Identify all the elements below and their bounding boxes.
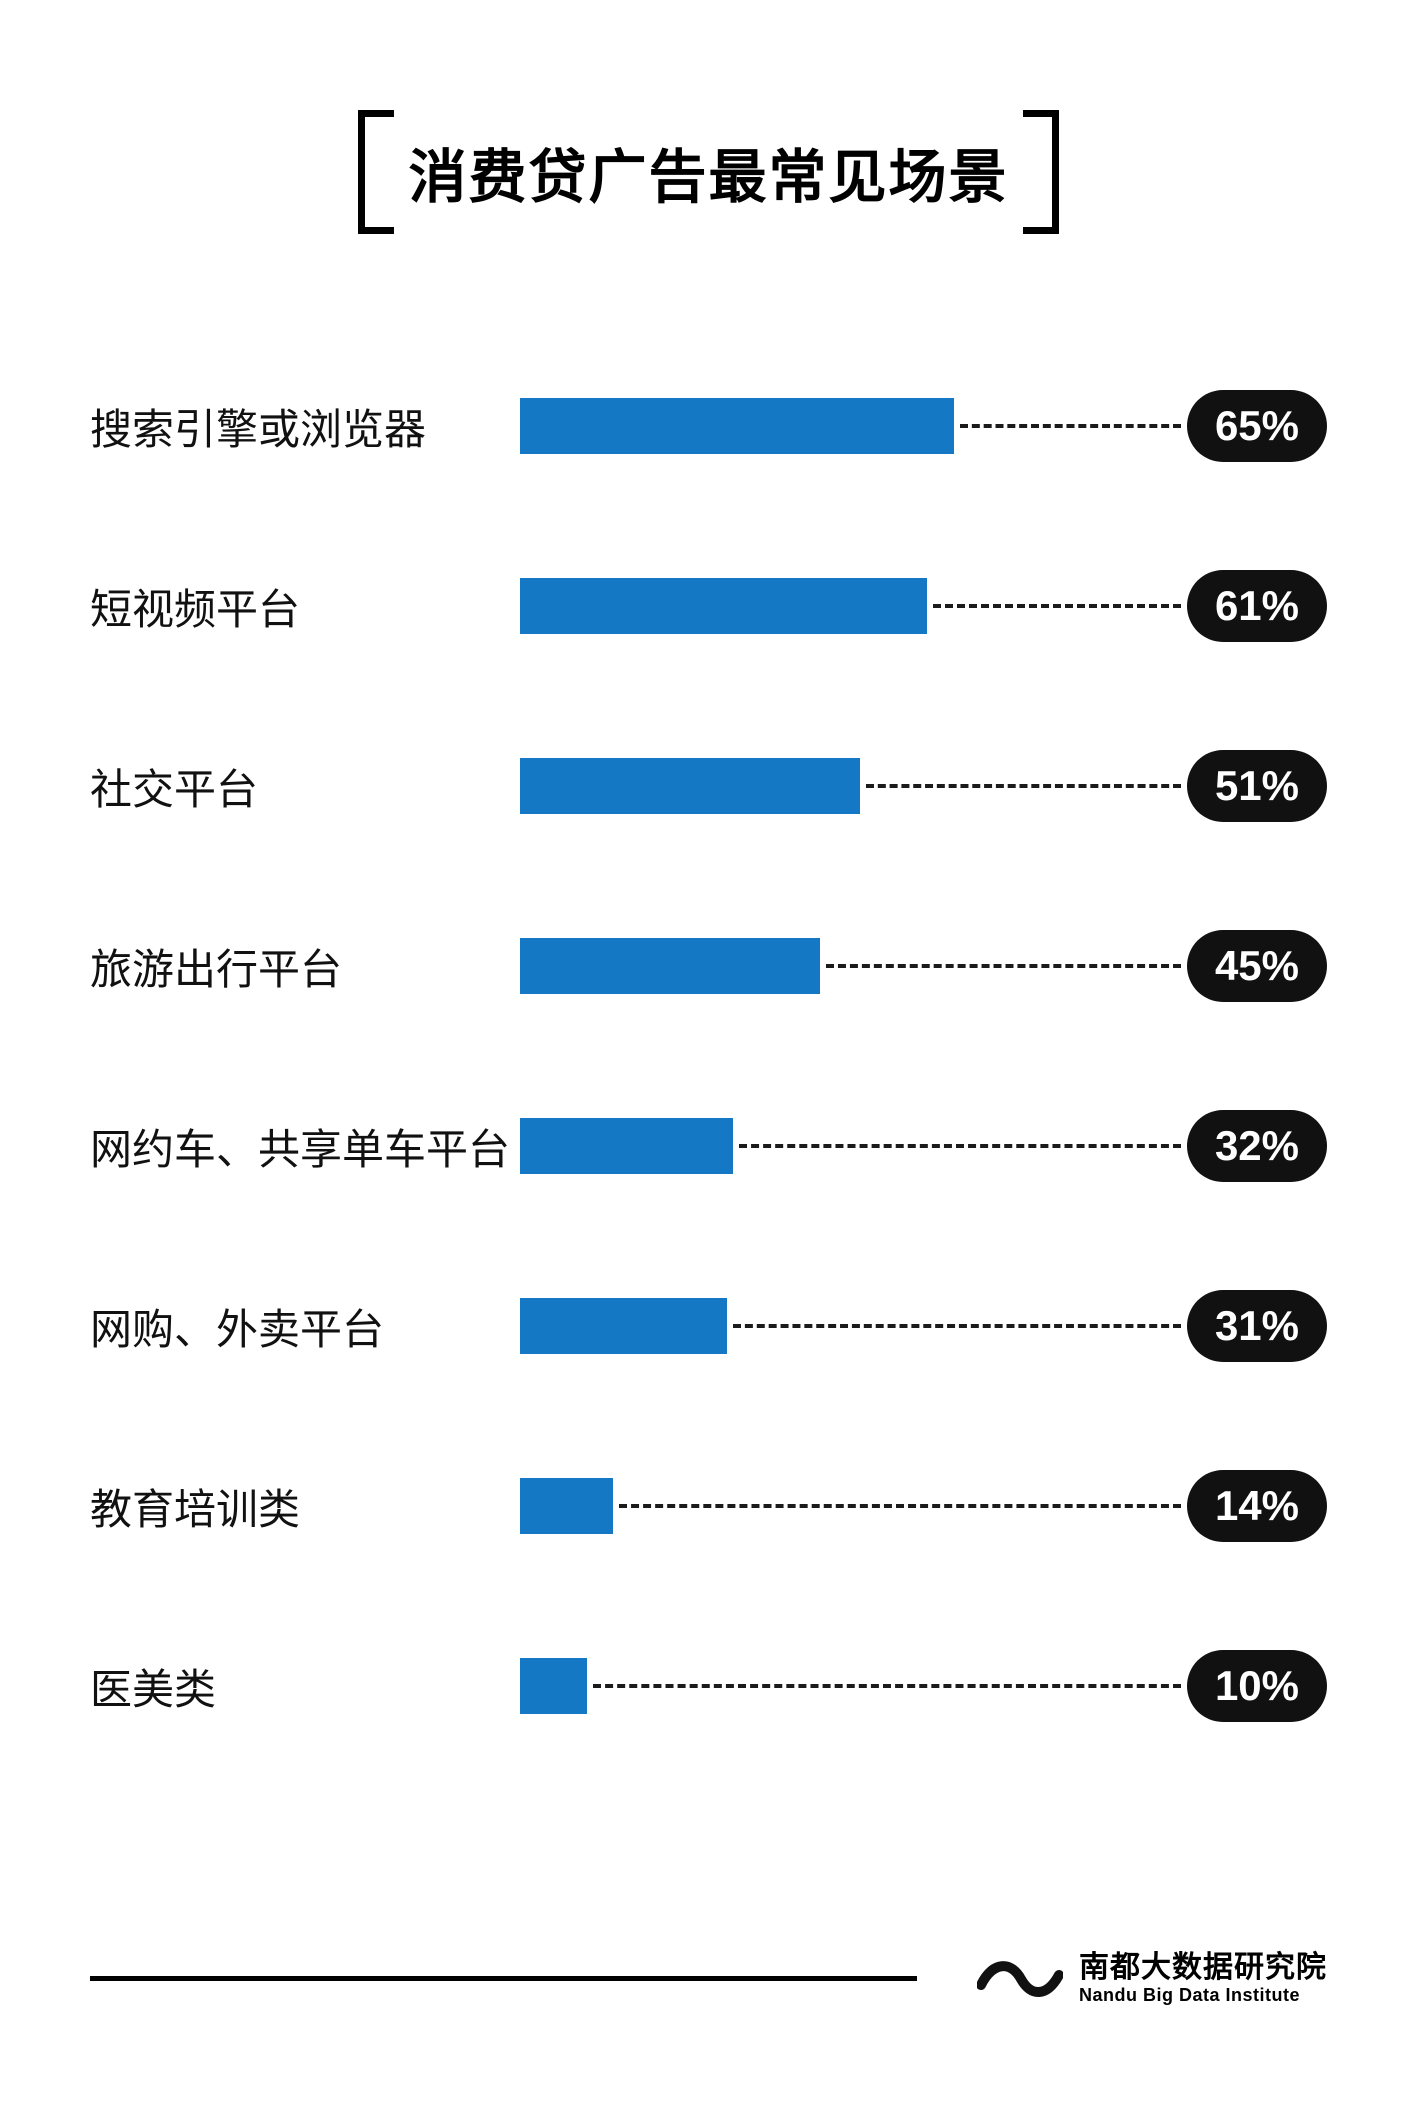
bracket-left-icon — [358, 110, 394, 234]
bar-fill — [520, 578, 927, 634]
bar-track — [520, 758, 1187, 814]
brand-name-cn: 南都大数据研究院 — [1079, 1951, 1327, 1986]
bar-track — [520, 398, 1187, 454]
bar-fill — [520, 758, 860, 814]
bar-value-pill: 51% — [1187, 750, 1327, 822]
bar-dash-line — [739, 1144, 1181, 1148]
bar-value-pill: 10% — [1187, 1650, 1327, 1722]
bar-track — [520, 938, 1187, 994]
bar-track — [520, 1118, 1187, 1174]
bar-fill — [520, 1658, 587, 1714]
bar-dash-line — [619, 1504, 1181, 1508]
bar-fill — [520, 1118, 733, 1174]
bar-row: 旅游出行平台45% — [90, 934, 1327, 998]
bar-track — [520, 1298, 1187, 1354]
bar-value-pill: 61% — [1187, 570, 1327, 642]
bar-label: 医美类 — [90, 1656, 520, 1717]
bar-row: 医美类10% — [90, 1654, 1327, 1718]
footer: 南都大数据研究院 Nandu Big Data Institute — [90, 1951, 1327, 2006]
bar-row: 网购、外卖平台31% — [90, 1294, 1327, 1358]
bar-label: 社交平台 — [90, 756, 520, 817]
bar-label: 旅游出行平台 — [90, 936, 520, 997]
footer-divider — [90, 1976, 917, 1981]
bracket-right-icon — [1023, 110, 1059, 234]
bar-track — [520, 578, 1187, 634]
bar-track — [520, 1658, 1187, 1714]
title-frame: 消费贷广告最常见场景 — [358, 110, 1058, 234]
bar-label: 网购、外卖平台 — [90, 1296, 520, 1357]
bar-value-pill: 31% — [1187, 1290, 1327, 1362]
bar-fill — [520, 398, 954, 454]
bar-row: 教育培训类14% — [90, 1474, 1327, 1538]
bar-row: 网约车、共享单车平台32% — [90, 1114, 1327, 1178]
bar-track — [520, 1478, 1187, 1534]
brand-wave-icon — [977, 1955, 1063, 2001]
bar-label: 短视频平台 — [90, 576, 520, 637]
chart-title: 消费贷广告最常见场景 — [408, 130, 1008, 214]
bar-dash-line — [933, 604, 1181, 608]
title-row: 消费贷广告最常见场景 — [90, 110, 1327, 234]
bar-value-pill: 65% — [1187, 390, 1327, 462]
bar-value-pill: 14% — [1187, 1470, 1327, 1542]
bar-dash-line — [960, 424, 1181, 428]
bar-label: 搜索引擎或浏览器 — [90, 396, 520, 457]
bar-label: 网约车、共享单车平台 — [90, 1116, 520, 1177]
bar-row: 短视频平台61% — [90, 574, 1327, 638]
bar-fill — [520, 938, 820, 994]
brand-name-en: Nandu Big Data Institute — [1079, 1985, 1327, 2006]
bar-dash-line — [593, 1684, 1181, 1688]
bar-chart: 搜索引擎或浏览器65%短视频平台61%社交平台51%旅游出行平台45%网约车、共… — [90, 394, 1327, 1718]
bar-dash-line — [826, 964, 1181, 968]
bar-row: 社交平台51% — [90, 754, 1327, 818]
footer-brand: 南都大数据研究院 Nandu Big Data Institute — [977, 1951, 1327, 2006]
bar-dash-line — [866, 784, 1181, 788]
bar-dash-line — [733, 1324, 1181, 1328]
bar-label: 教育培训类 — [90, 1476, 520, 1537]
bar-fill — [520, 1298, 727, 1354]
bar-value-pill: 45% — [1187, 930, 1327, 1002]
chart-container: 消费贷广告最常见场景 搜索引擎或浏览器65%短视频平台61%社交平台51%旅游出… — [0, 0, 1417, 2126]
bar-fill — [520, 1478, 613, 1534]
bar-value-pill: 32% — [1187, 1110, 1327, 1182]
bar-row: 搜索引擎或浏览器65% — [90, 394, 1327, 458]
